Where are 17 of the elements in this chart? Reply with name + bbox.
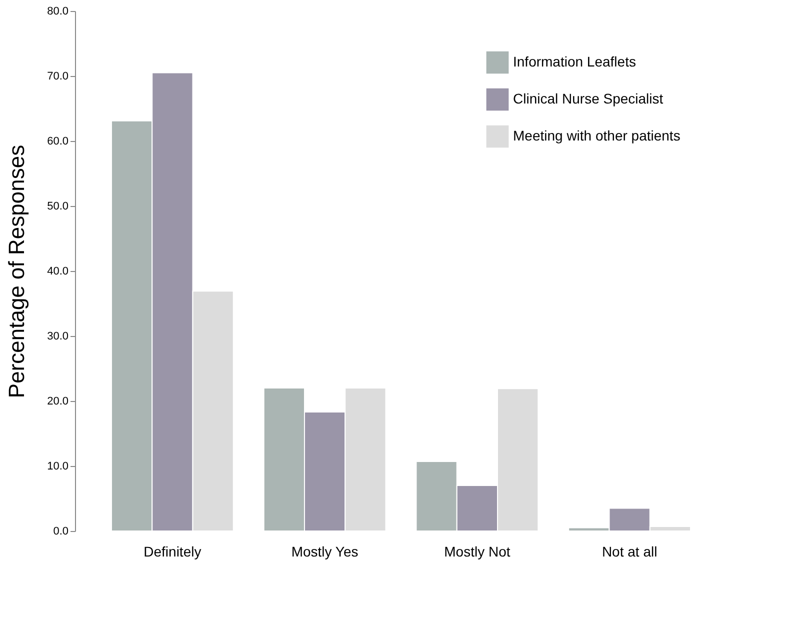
y-tick-label: 70.0 bbox=[47, 70, 68, 82]
y-axis-title: Percentage of Responses bbox=[4, 144, 30, 398]
y-tick-label: 40.0 bbox=[47, 266, 68, 278]
y-tick-label: 50.0 bbox=[47, 200, 68, 212]
y-tick-label: 80.0 bbox=[47, 6, 68, 18]
y-tick-label: 30.0 bbox=[47, 330, 68, 342]
x-tick-label: Mostly Not bbox=[444, 544, 510, 560]
legend-label: Information Leaflets bbox=[513, 54, 636, 70]
y-tick-label: 10.0 bbox=[47, 460, 68, 472]
y-tick-label: 60.0 bbox=[47, 136, 68, 148]
x-tick-label: Definitely bbox=[144, 544, 202, 560]
legend-label: Meeting with other patients bbox=[513, 128, 680, 144]
y-tick-label: 0.0 bbox=[53, 526, 68, 538]
x-tick-label: Mostly Yes bbox=[291, 544, 358, 560]
legend-label: Clinical Nurse Specialist bbox=[513, 90, 664, 106]
y-tick-label: 20.0 bbox=[47, 396, 68, 408]
x-tick-label: Not at all bbox=[602, 544, 658, 560]
